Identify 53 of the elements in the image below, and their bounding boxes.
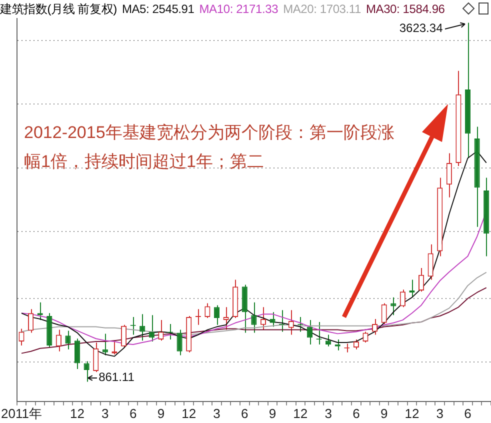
- candlestick: [148, 314, 154, 342]
- candlestick: [409, 279, 415, 298]
- x-tick-label: 9: [380, 406, 388, 421]
- text: MA5: 2545.91: [122, 2, 194, 16]
- x-tick-label: 6: [129, 406, 137, 421]
- x-tick-label: 6: [352, 406, 360, 421]
- x-tick-label: 12: [404, 406, 420, 421]
- x-tick-label: 3: [213, 406, 220, 421]
- candlestick: [176, 329, 182, 356]
- x-tick-label: 12: [182, 406, 196, 421]
- candlestick: [306, 320, 312, 345]
- x-tick-label: 9: [157, 406, 165, 421]
- candlestick: [74, 338, 80, 370]
- candlestick: [381, 302, 387, 324]
- annotation: 2012-2015年基建宽松分为两个阶段：第一阶段涨幅1倍，持续时间超过1年；第二: [24, 122, 396, 173]
- x-tick-label: 9: [268, 406, 276, 421]
- x-tick-label: 3: [436, 406, 444, 421]
- annotation: 861.11: [98, 370, 135, 384]
- candlestick: [418, 268, 424, 292]
- candlestick: [56, 329, 62, 352]
- candlestick: [28, 308, 34, 334]
- candlestick: [204, 302, 210, 318]
- candlestick: [400, 289, 406, 308]
- candlestick: [288, 310, 294, 336]
- candlestick: [84, 360, 90, 382]
- candlestick: [390, 296, 396, 316]
- candlestick: [158, 320, 164, 342]
- annotation: 3623.34: [399, 21, 444, 36]
- x-tick-label: 12: [293, 406, 308, 421]
- text: MA20: 1703.11: [283, 2, 361, 16]
- text: MA10: 2171.33: [199, 2, 278, 16]
- candlestick: [326, 334, 332, 347]
- candlestick: [120, 324, 127, 348]
- x-tick-label: 6: [464, 406, 472, 421]
- chart-title: 建筑指数(月线 前复权): [0, 2, 117, 16]
- candlestick: [270, 312, 276, 328]
- candlestick: [214, 304, 220, 326]
- candlestick: [65, 330, 71, 350]
- candlestick: [428, 244, 434, 280]
- x-tick-label: 3: [324, 406, 332, 421]
- x-tick-label: 12: [70, 406, 85, 421]
- candlestick: [18, 328, 24, 346]
- candlestick: [102, 333, 108, 356]
- candlestick: [260, 306, 266, 330]
- x-tick-label: 6: [241, 406, 248, 421]
- candlestick: [446, 152, 452, 198]
- candlestick: [242, 284, 248, 334]
- text: MA30: 1584.96: [366, 2, 445, 16]
- x-tick-label: 3: [102, 406, 109, 421]
- candlestick: [93, 342, 99, 373]
- x-tick-label: 2011年: [1, 406, 42, 421]
- candlestick: [251, 302, 257, 334]
- candlestick: [223, 306, 229, 330]
